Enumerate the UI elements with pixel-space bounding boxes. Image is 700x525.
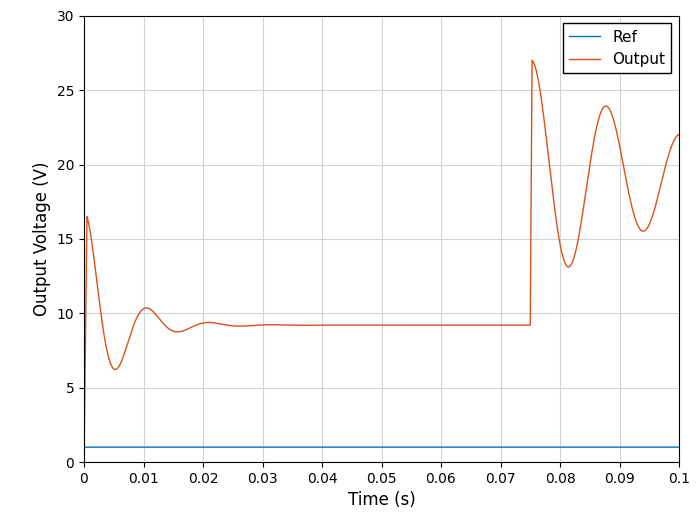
Legend: Ref, Output: Ref, Output <box>564 24 671 74</box>
Output <box>104 354 113 361</box>
Y-axis label: Output Voltage (V): Output Voltage (V) <box>33 162 51 316</box>
Output <box>80 459 88 465</box>
Ref <box>80 444 88 450</box>
Output <box>371 322 379 328</box>
Line: Output: Output <box>84 60 679 462</box>
Ref <box>643 444 652 450</box>
Output <box>197 320 205 327</box>
Output <box>83 238 91 244</box>
Ref <box>197 444 205 450</box>
Ref <box>116 444 124 450</box>
Output <box>675 131 683 138</box>
Ref <box>83 444 91 450</box>
Ref <box>104 444 113 450</box>
Output <box>528 57 536 64</box>
Ref <box>675 444 683 450</box>
Output <box>643 225 652 231</box>
Output <box>116 362 124 369</box>
X-axis label: Time (s): Time (s) <box>348 491 415 509</box>
Ref <box>371 444 379 450</box>
